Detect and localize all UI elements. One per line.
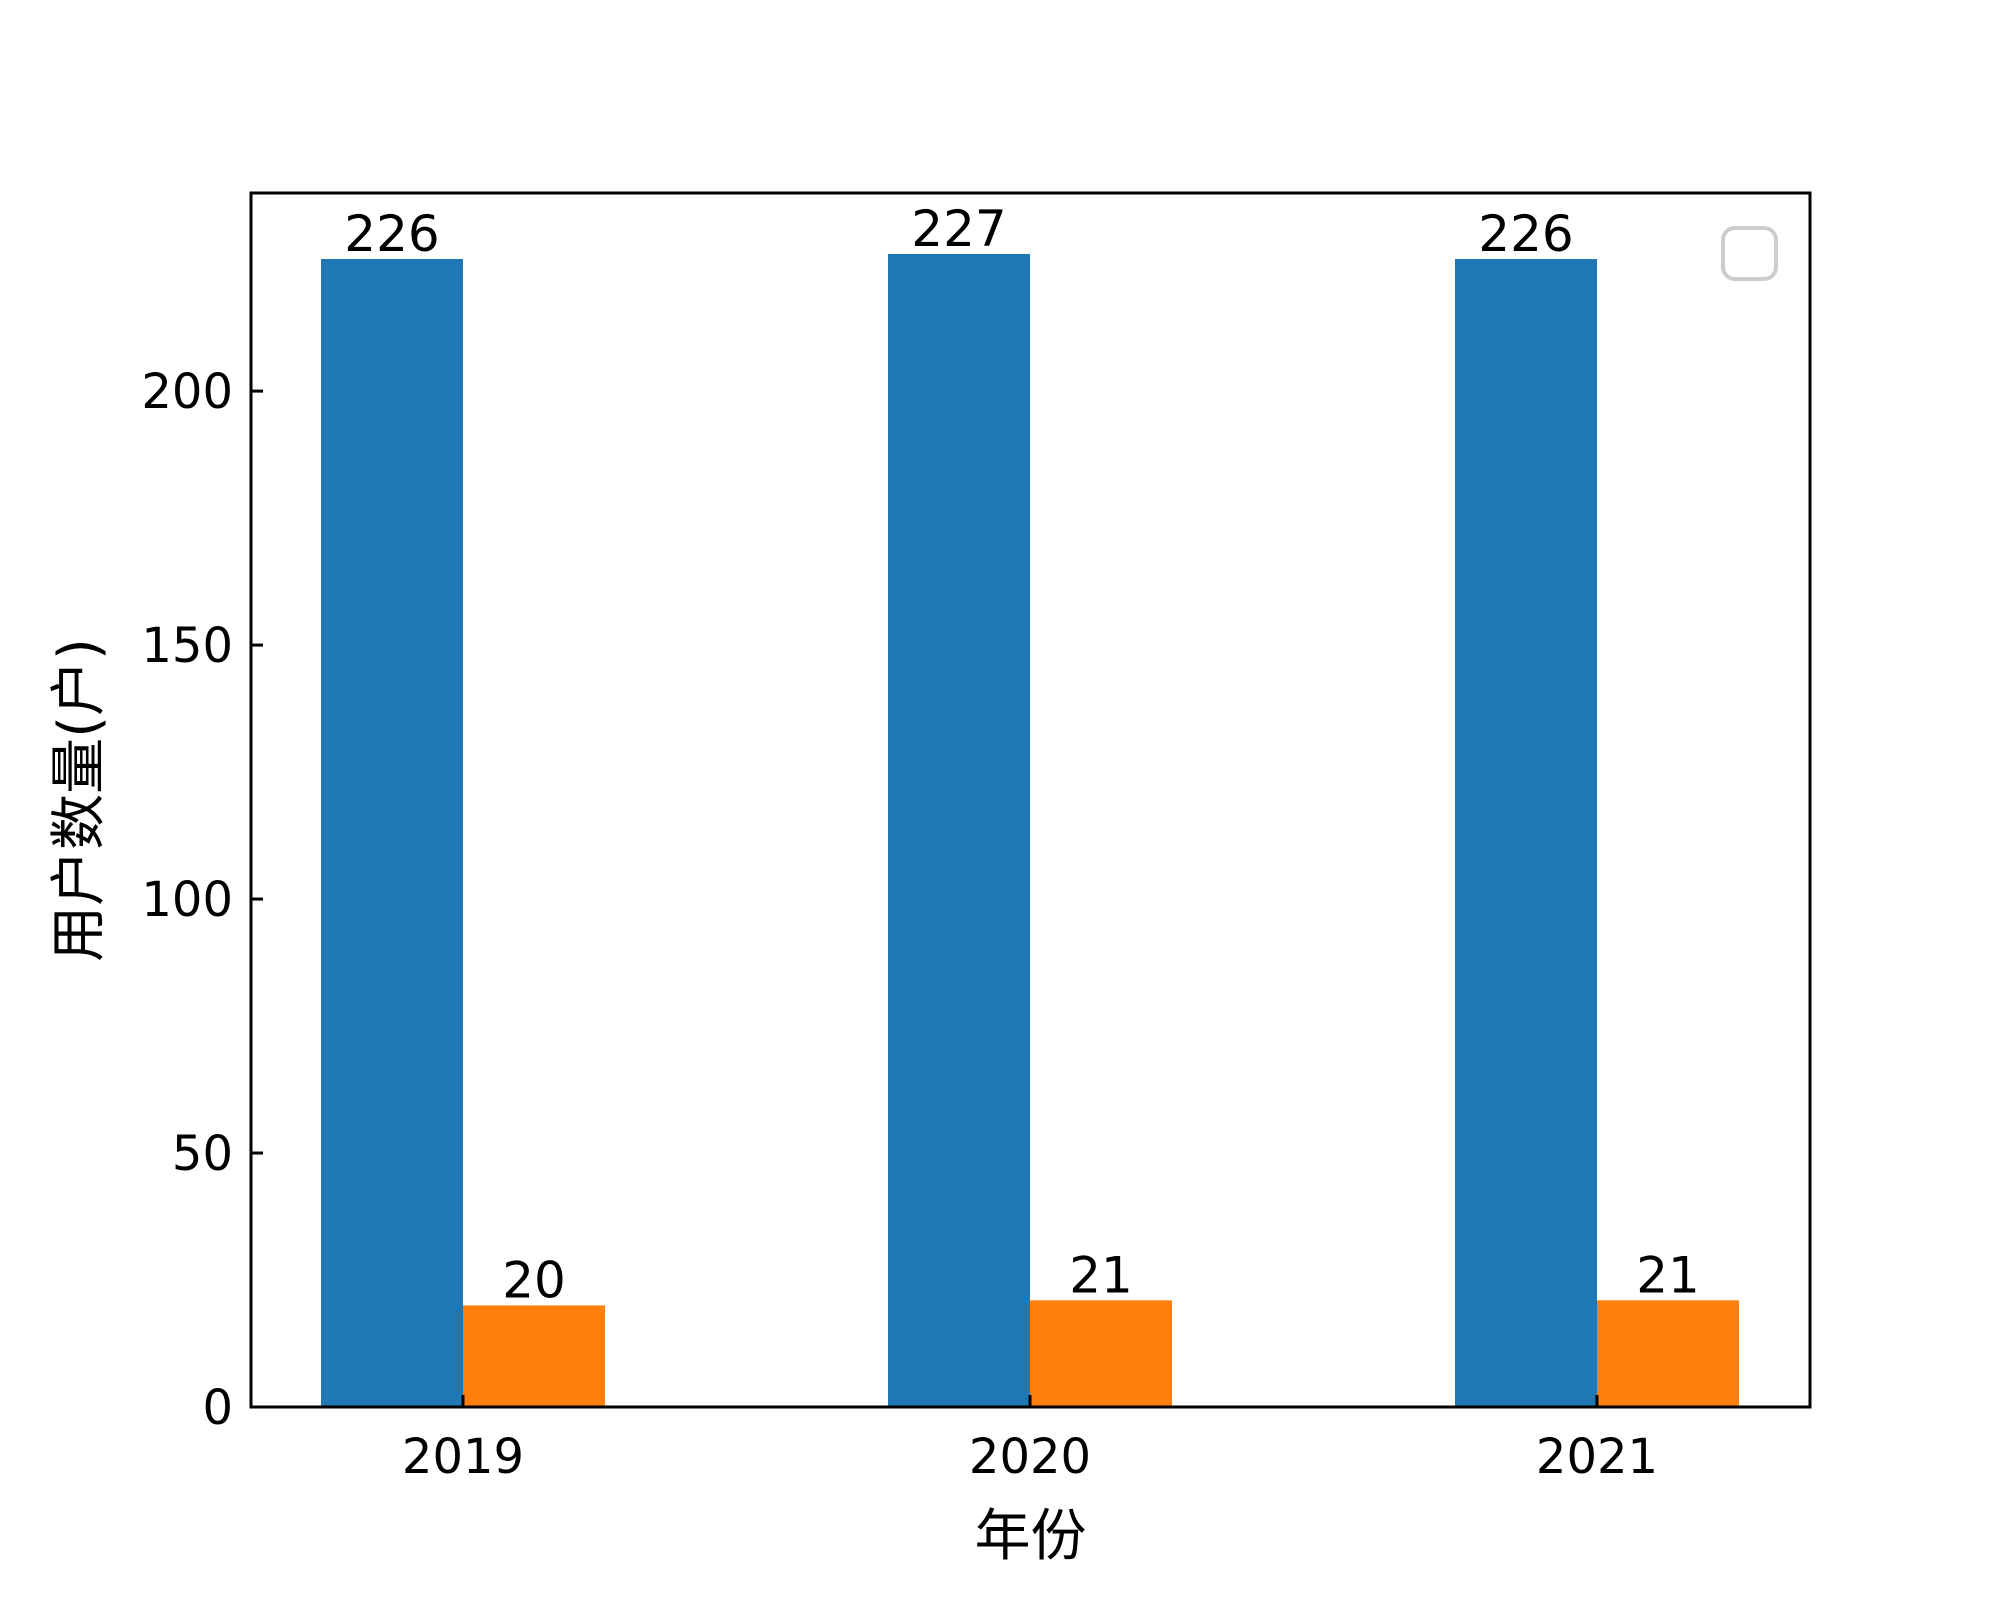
plot-frame — [249, 191, 1812, 1409]
data-labels: 226 227 226 20 21 21 — [344, 200, 1700, 1309]
data-label-s1-2019: 226 — [344, 205, 439, 263]
y-axis-title: 用户数量(户) — [47, 638, 112, 962]
x-tick-label-2021: 2021 — [1536, 1429, 1658, 1485]
bar-s2-2020 — [1030, 1300, 1172, 1407]
data-label-s2-2020: 21 — [1069, 1246, 1133, 1304]
y-tick-label-100: 100 — [141, 872, 233, 928]
legend-box — [1721, 226, 1778, 281]
y-tick-label-50: 50 — [172, 1126, 233, 1182]
bar-s2-2021 — [1597, 1300, 1739, 1407]
y-tick-label-150: 150 — [141, 618, 233, 674]
data-label-s2-2019: 20 — [502, 1251, 566, 1309]
data-label-s1-2020: 227 — [911, 200, 1006, 258]
bar-s1-2021 — [1455, 259, 1597, 1408]
x-tick-label-2019: 2019 — [402, 1429, 524, 1485]
bar-s1-2020 — [888, 253, 1030, 1407]
y-tick-label-0: 0 — [202, 1380, 233, 1436]
y-axis-ticks: 0 50 100 150 200 — [141, 364, 263, 1436]
x-axis-title: 年份 — [975, 1504, 1087, 1569]
data-label-s1-2021: 226 — [1478, 205, 1573, 263]
data-label-s2-2021: 21 — [1636, 1246, 1700, 1304]
y-tick-label-200: 200 — [141, 364, 233, 420]
bars-layer — [321, 253, 1739, 1408]
bar-s1-2019 — [321, 259, 463, 1408]
bar-s2-2019 — [463, 1305, 605, 1407]
x-axis-ticks: 2019 2020 2021 — [402, 1395, 1658, 1485]
x-tick-label-2020: 2020 — [969, 1429, 1091, 1485]
